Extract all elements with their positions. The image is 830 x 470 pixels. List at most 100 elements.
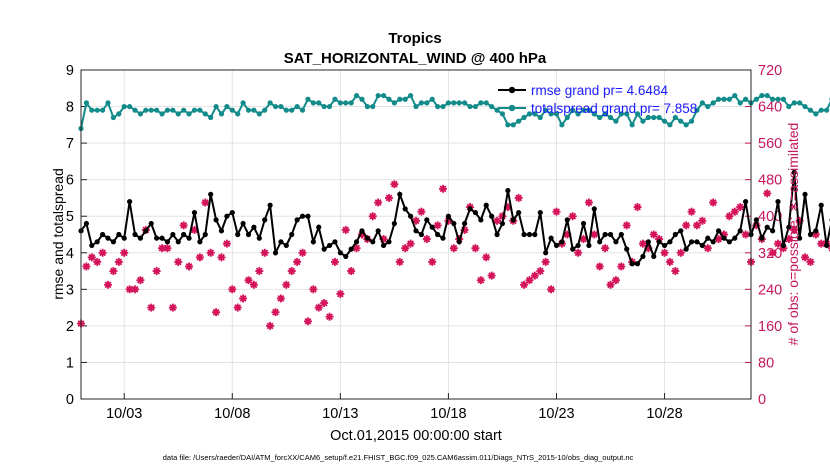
rmse-point: [672, 231, 678, 238]
spread-point: [467, 103, 473, 110]
spread-point: [678, 118, 684, 124]
spread-point: [786, 103, 792, 110]
rmse-point: [386, 239, 392, 245]
x-tick-label: 10/13: [322, 406, 358, 422]
spread-point: [121, 103, 127, 110]
obs-count-point: [671, 267, 680, 276]
spread-point: [110, 114, 117, 121]
rmse-point: [521, 231, 527, 238]
spread-point: [316, 100, 322, 106]
spread-point: [348, 100, 354, 106]
obs-count-point: [271, 308, 280, 317]
rmse-point: [159, 235, 165, 241]
rmse-point: [424, 217, 430, 223]
spread-point: [672, 114, 678, 121]
legend-spread-marker: [508, 104, 516, 112]
spread-point: [462, 100, 468, 106]
obs-count-point: [249, 280, 258, 289]
rmse-point: [197, 239, 203, 245]
spread-point: [154, 107, 160, 113]
obs-count-point: [703, 244, 712, 253]
spread-point: [337, 100, 343, 106]
rmse-point: [478, 217, 484, 223]
rmse-point: [235, 231, 241, 238]
rmse-point: [348, 246, 354, 252]
rmse-point: [543, 250, 549, 256]
legend-spread-label: totalspread grand pr= 7.858: [531, 101, 697, 116]
y-left-tick-label: 8: [66, 100, 74, 116]
spread-point: [661, 118, 668, 124]
spread-point: [813, 111, 819, 117]
rmse-point: [634, 261, 641, 267]
rmse-point: [407, 213, 414, 219]
spread-point: [521, 114, 527, 121]
chart-title: Tropics: [388, 30, 441, 47]
spread-point: [683, 122, 689, 128]
rmse-point: [262, 217, 268, 223]
spread-point: [705, 103, 711, 110]
obs-count-point: [768, 248, 777, 257]
spread-point: [726, 96, 732, 102]
obs-count-point: [622, 221, 631, 230]
rmse-point: [332, 239, 338, 245]
obs-count-point: [428, 257, 437, 266]
spread-point: [213, 103, 219, 110]
y-right-tick-label: 240: [758, 282, 782, 298]
rmse-point: [737, 228, 743, 234]
spread-point: [629, 122, 635, 128]
rmse-point: [402, 206, 408, 212]
data-file-footer: data file: /Users/raeder/DAI/ATM_forcXX/…: [163, 453, 634, 462]
spread-point: [375, 92, 381, 99]
obs-count-point: [487, 271, 496, 280]
rmse-point: [127, 199, 133, 205]
obs-count-point: [114, 257, 123, 266]
rmse-point: [726, 239, 732, 245]
spread-point: [137, 111, 144, 117]
spread-point: [559, 122, 565, 128]
rmse-point: [618, 231, 624, 238]
rmse-point: [456, 239, 462, 245]
rmse-series: [78, 169, 830, 267]
rmse-point: [294, 217, 300, 223]
rmse-point: [175, 239, 181, 245]
rmse-point: [770, 228, 776, 234]
spread-point: [802, 103, 808, 110]
spread-point: [305, 96, 311, 102]
obs-count-point: [482, 253, 491, 262]
rmse-point: [218, 228, 225, 234]
rmse-point: [651, 253, 657, 260]
rmse-point: [397, 191, 403, 197]
obs-count-point: [730, 207, 739, 216]
spread-point: [251, 107, 257, 113]
spread-series: [78, 92, 830, 132]
rmse-point: [575, 242, 581, 249]
spread-point: [532, 111, 538, 117]
spread-point: [553, 111, 560, 117]
obs-count-point: [212, 308, 221, 317]
spread-point: [591, 111, 597, 117]
spread-point: [597, 114, 603, 121]
obs-count-point: [741, 230, 750, 239]
rmse-point: [380, 242, 387, 249]
rmse-point: [802, 191, 808, 197]
rmse-point: [797, 235, 803, 241]
obs-count-point: [336, 289, 345, 298]
rmse-point: [764, 224, 770, 230]
rmse-point: [445, 213, 452, 219]
obs-count-point: [255, 267, 264, 276]
obs-count-point: [584, 198, 593, 207]
y-right-tick-label: 80: [758, 355, 774, 371]
spread-point: [526, 111, 533, 117]
spread-point: [267, 100, 273, 106]
obs-count-point: [228, 285, 237, 294]
rmse-point: [202, 231, 208, 238]
spread-point: [791, 100, 797, 106]
obs-count-point: [222, 239, 231, 248]
spread-point: [132, 107, 138, 113]
chart-subtitle: SAT_HORIZONTAL_WIND @ 400 hPa: [284, 50, 547, 67]
spread-point: [499, 111, 506, 117]
spread-point: [191, 107, 198, 113]
rmse-point: [683, 246, 689, 252]
obs-count-point: [206, 248, 215, 257]
y-axis-left-label: rmse and totalspread: [50, 168, 66, 300]
